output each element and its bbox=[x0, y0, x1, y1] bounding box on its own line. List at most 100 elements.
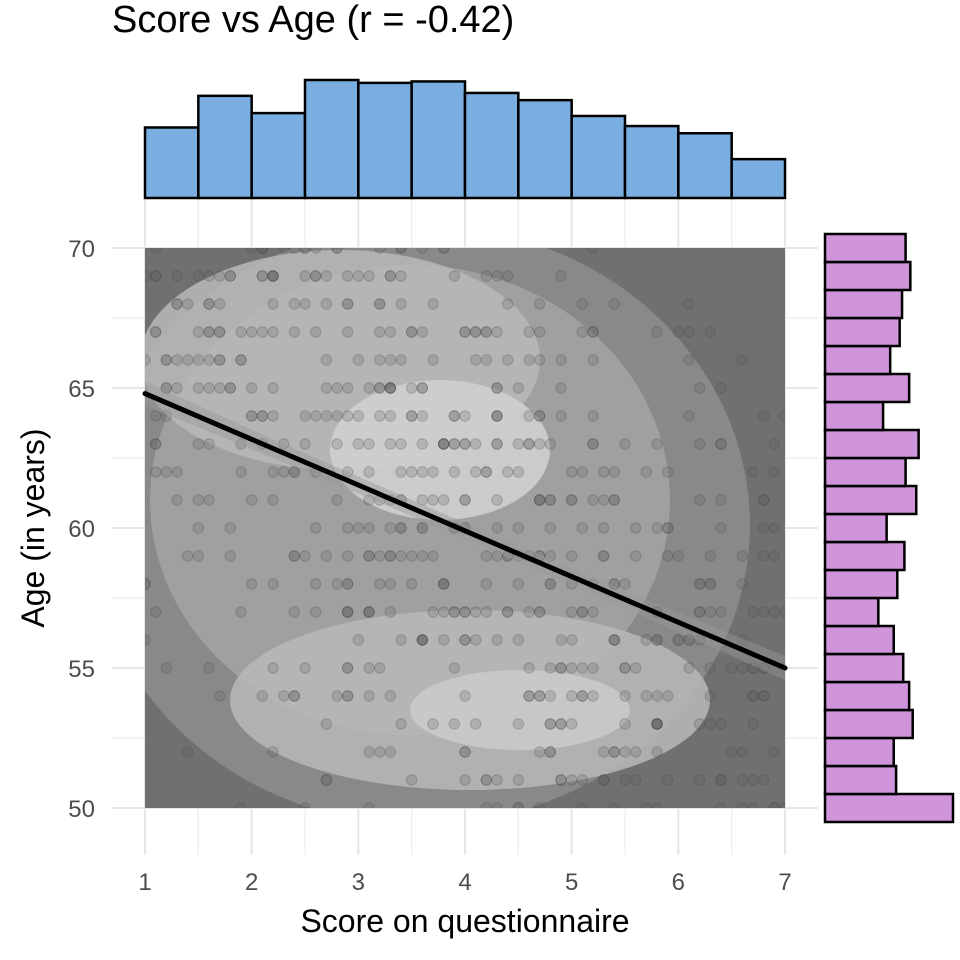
scatter-point bbox=[416, 466, 429, 478]
scatter-point bbox=[757, 522, 770, 534]
scatter-point bbox=[651, 634, 663, 646]
scatter-point bbox=[512, 382, 525, 394]
scatter-point bbox=[757, 690, 770, 702]
scatter-point bbox=[693, 382, 706, 394]
scatter-point bbox=[757, 606, 770, 618]
scatter-point bbox=[491, 326, 503, 338]
scatter-point bbox=[459, 494, 471, 506]
scatter-point bbox=[277, 690, 290, 702]
right-histogram-bar bbox=[823, 568, 899, 600]
scatter-point bbox=[587, 410, 599, 422]
scatter-point bbox=[683, 298, 695, 310]
scatter-point bbox=[608, 634, 621, 646]
scatter-point bbox=[384, 606, 397, 618]
right-histogram-bar bbox=[823, 540, 906, 572]
scatter-point bbox=[213, 354, 226, 366]
scatter-point bbox=[768, 550, 781, 562]
scatter-point bbox=[544, 718, 557, 730]
scatter-point bbox=[256, 270, 269, 282]
scatter-point bbox=[544, 550, 557, 562]
scatter-point bbox=[363, 802, 375, 808]
right-histogram-bar bbox=[823, 456, 907, 488]
scatter-point bbox=[672, 634, 685, 646]
x-tick-label: 6 bbox=[672, 869, 685, 896]
scatter-point bbox=[363, 494, 375, 506]
scatter-point bbox=[533, 494, 546, 506]
scatter-point bbox=[192, 438, 205, 450]
scatter-point bbox=[715, 438, 727, 450]
scatter-point bbox=[448, 718, 461, 730]
scatter-point bbox=[373, 578, 386, 590]
x-tick-label: 5 bbox=[565, 869, 578, 896]
scatter-point bbox=[352, 522, 365, 534]
scatter-point bbox=[341, 606, 354, 618]
scatter-point bbox=[309, 522, 322, 534]
scatter-point bbox=[405, 326, 418, 338]
scatter-point bbox=[651, 802, 663, 808]
scatter-point bbox=[512, 774, 525, 786]
scatter-point bbox=[544, 662, 557, 674]
scatter-point bbox=[448, 466, 461, 478]
scatter-point bbox=[651, 746, 663, 758]
scatter-point bbox=[715, 606, 727, 618]
scatter-point bbox=[747, 718, 759, 730]
scatter-point bbox=[235, 438, 247, 450]
scatter-point bbox=[331, 690, 343, 702]
scatter-point bbox=[779, 410, 785, 422]
scatter-point bbox=[288, 298, 301, 310]
scatter-point bbox=[512, 802, 525, 808]
scatter-point bbox=[576, 522, 589, 534]
scatter-point bbox=[395, 634, 407, 646]
y-tick-labels: 50 55 60 65 70 bbox=[68, 236, 95, 823]
scatter-point bbox=[576, 606, 589, 618]
scatter-point bbox=[533, 326, 546, 338]
scatter-point bbox=[715, 438, 727, 450]
scatter-point bbox=[576, 774, 589, 786]
scatter-point bbox=[459, 634, 471, 646]
scatter-point bbox=[533, 690, 546, 702]
scatter-point bbox=[651, 718, 663, 730]
scatter-point bbox=[747, 774, 759, 786]
scatter-point bbox=[384, 382, 397, 394]
scatter-point bbox=[373, 746, 386, 758]
scatter-point bbox=[768, 522, 781, 534]
scatter-point bbox=[299, 248, 311, 254]
scatter-point bbox=[331, 578, 343, 590]
scatter-point bbox=[779, 802, 785, 808]
scatter-point bbox=[544, 746, 557, 758]
scatter-point bbox=[736, 550, 749, 562]
scatter-point bbox=[437, 578, 450, 590]
scatter-point bbox=[341, 326, 354, 338]
scatter-point bbox=[288, 466, 301, 478]
scatter-point bbox=[149, 270, 162, 282]
scatter-point bbox=[320, 410, 333, 422]
scatter-point bbox=[160, 354, 173, 366]
scatter-point bbox=[416, 634, 429, 646]
y-tick-label: 50 bbox=[68, 796, 95, 823]
scatter-point bbox=[288, 248, 301, 254]
scatter-point bbox=[501, 466, 514, 478]
scatter-point bbox=[160, 382, 173, 394]
top-histogram-bar bbox=[570, 114, 627, 200]
scatter-point bbox=[145, 634, 151, 646]
scatter-point bbox=[341, 578, 354, 590]
x-tick-label: 7 bbox=[778, 869, 791, 896]
scatter-point bbox=[629, 550, 642, 562]
scatter-point bbox=[619, 718, 631, 730]
scatter-point bbox=[437, 248, 450, 254]
scatter-point bbox=[363, 438, 375, 450]
right-histogram-bar bbox=[823, 428, 920, 460]
scatter-point bbox=[149, 438, 162, 450]
scatter-point bbox=[736, 634, 749, 646]
scatter-point bbox=[619, 662, 631, 674]
right-histogram-bar bbox=[823, 316, 901, 348]
scatter-point bbox=[693, 774, 706, 786]
scatter-point bbox=[331, 494, 343, 506]
x-tick-label: 1 bbox=[138, 869, 151, 896]
scatter-point bbox=[555, 662, 567, 674]
regression-line bbox=[142, 391, 788, 671]
scatter-point bbox=[587, 326, 599, 338]
scatter-point bbox=[363, 606, 375, 618]
scatter-point bbox=[459, 494, 471, 506]
top-histogram-bar bbox=[730, 157, 787, 200]
